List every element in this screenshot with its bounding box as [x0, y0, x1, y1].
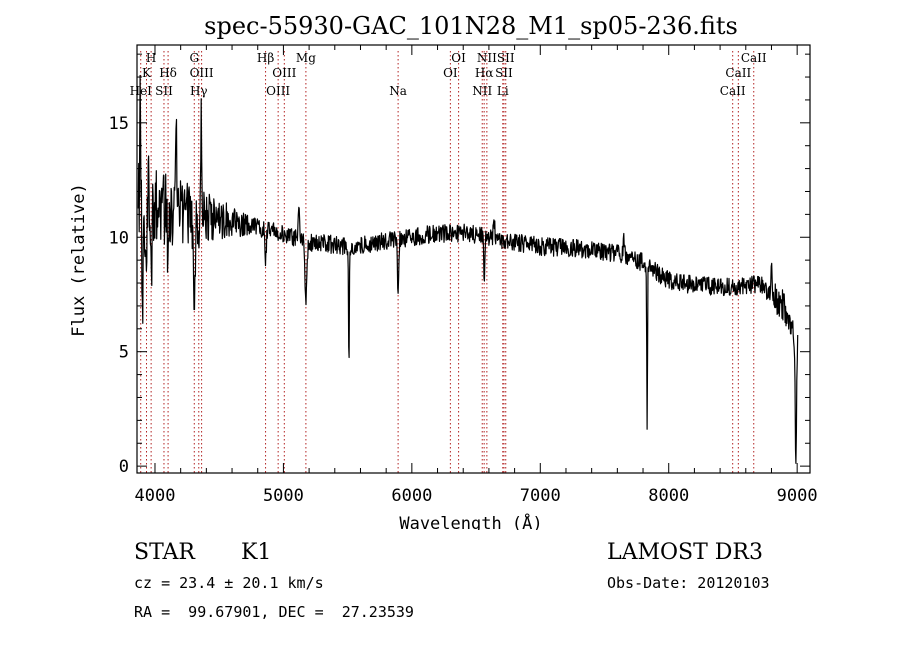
spectral-line-label: H — [146, 51, 156, 65]
spectral-line-label: CaII — [725, 66, 751, 80]
spectral-line-label: K — [142, 66, 152, 80]
x-tick-label: 7000 — [520, 486, 561, 506]
axis-tick-labels: 4000 5000 6000 7000 8000 9000 0 5 10 15 — [109, 114, 818, 506]
spectral-line-label: Na — [389, 84, 407, 98]
spectral-line-label: Hδ — [159, 66, 177, 80]
x-tick-label: 6000 — [391, 486, 432, 506]
x-tick-label: 4000 — [135, 486, 176, 506]
spectral-line-markers — [140, 51, 755, 473]
x-tick-label: 9000 — [777, 486, 818, 506]
spectral-line-label: SII — [155, 84, 173, 98]
spectral-line-label: NII — [472, 84, 492, 98]
spectral-line-label: OIII — [266, 84, 290, 98]
x-tick-label: 8000 — [648, 486, 689, 506]
spectral-line-label: CaII — [741, 51, 767, 65]
chart-title: spec-55930-GAC_101N28_M1_sp05-236.fits — [204, 12, 738, 40]
y-axis-label: Flux (relative) — [69, 183, 89, 337]
y-tick-label: 15 — [109, 114, 129, 134]
redshift-readout: cz = 23.4 ± 20.1 km/s — [134, 574, 324, 592]
spectral-line-label: Mg — [296, 51, 316, 65]
survey-name: LAMOST DR3 — [607, 540, 763, 565]
spectral-line-label: OI — [451, 51, 466, 65]
spectral-line-label: OIII — [190, 66, 214, 80]
object-class: STAR — [134, 540, 195, 565]
observation-date: Obs-Date: 20120103 — [607, 574, 770, 592]
spectral-line-label: Hβ — [257, 51, 274, 65]
spectral-line-label: G — [189, 51, 199, 65]
spectral-line-label: OIII — [272, 66, 296, 80]
spectral-line-label: CaII — [720, 84, 746, 98]
spectral-line-label: SII — [495, 66, 513, 80]
spectral-line-label: HeI — [130, 84, 153, 98]
x-axis-label: Wavelength (Å) — [399, 512, 542, 530]
spectrum-series-line — [137, 74, 799, 464]
x-tick-label: 5000 — [263, 486, 304, 506]
y-tick-label: 10 — [109, 228, 129, 248]
spectral-line-label: Hα — [475, 66, 494, 80]
spectral-line-label: NII — [477, 51, 497, 65]
object-subclass: K1 — [241, 540, 272, 565]
spectral-line-label: Li — [497, 84, 509, 98]
y-tick-label: 5 — [119, 343, 129, 363]
plot-frame — [136, 44, 811, 474]
spectral-line-label: SII — [497, 51, 515, 65]
axis-ticks — [137, 45, 810, 473]
spectral-line-label: Hγ — [190, 84, 208, 98]
coordinates-readout: RA = 99.67901, DEC = 27.23539 — [134, 603, 414, 621]
spectral-line-label: OI — [443, 66, 458, 80]
spectrum-chart: spec-55930-GAC_101N28_M1_sp05-236.fits H… — [69, 12, 818, 530]
y-tick-label: 0 — [119, 457, 129, 477]
